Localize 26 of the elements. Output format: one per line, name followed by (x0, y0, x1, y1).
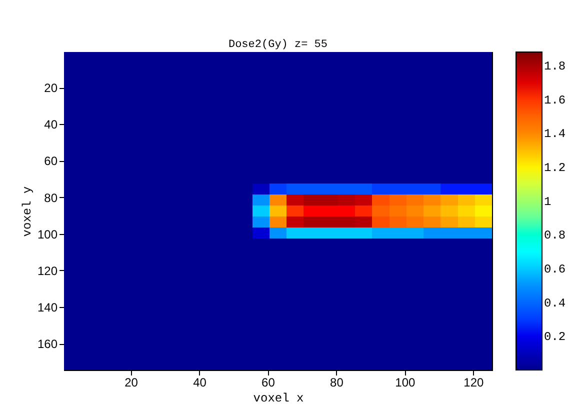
x-tick-label: 60 (262, 376, 276, 390)
x-axis-title: voxel x (253, 392, 304, 406)
y-tick-label: 120 (37, 264, 58, 278)
x-tick-label: 80 (330, 376, 344, 390)
y-tick-label: 60 (44, 154, 58, 168)
x-tick-label: 40 (193, 376, 207, 390)
y-tick-label: 140 (37, 300, 58, 314)
x-tick-label: 100 (395, 376, 416, 390)
y-tick-label: 100 (37, 227, 58, 242)
y-tick-label: 20 (44, 81, 58, 96)
y-axis-title: voxel y (20, 186, 34, 237)
color-bar-label: 1.8 (544, 60, 566, 74)
color-bar-label: 1.6 (544, 93, 566, 108)
x-tick-label: 20 (124, 376, 138, 390)
color-bar-label: 1.4 (544, 127, 566, 142)
y-tick-label: 80 (44, 190, 58, 205)
color-bar-label: 1.2 (544, 161, 566, 176)
color-bar-label: 0.4 (544, 296, 566, 310)
chart-title: Dose2(Gy) z= 55 (228, 39, 328, 51)
y-tick-label: 40 (44, 118, 58, 132)
color-bar-label: 0.6 (544, 262, 566, 277)
y-tick-label: 160 (37, 337, 58, 351)
color-bar-label: 0.8 (544, 228, 566, 243)
color-bar-label: 1 (544, 194, 552, 209)
x-tick-label: 120 (464, 376, 484, 390)
color-bar-label: 0.2 (544, 330, 566, 344)
